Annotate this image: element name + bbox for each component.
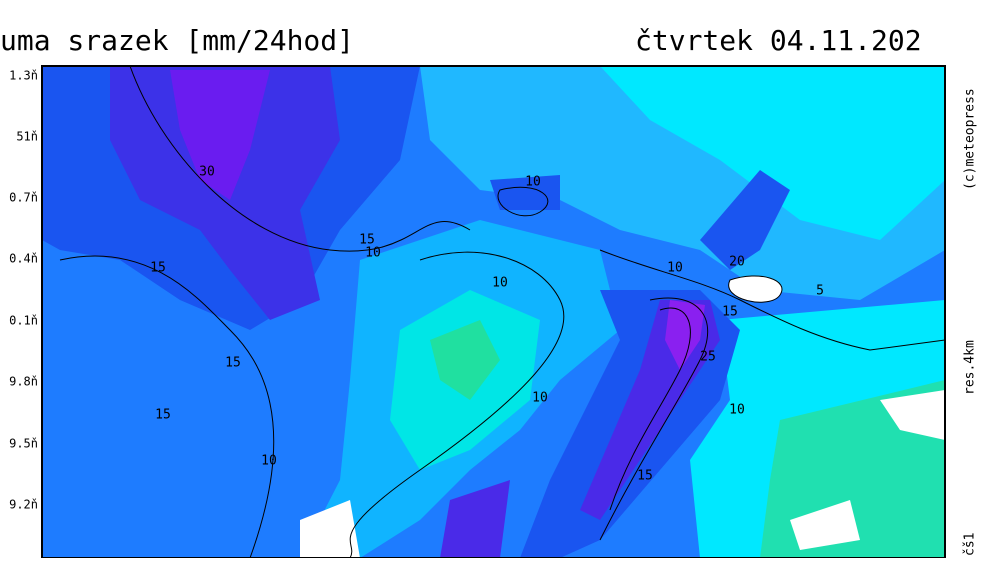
resolution: res.4km — [963, 340, 978, 395]
lat-label: 9.2ň — [9, 498, 38, 512]
contour-label: 15 — [225, 356, 241, 371]
contour-label: 10 — [729, 403, 745, 418]
date: čtvrtek 04.11.202 — [635, 24, 922, 57]
contour-label: 15 — [359, 233, 375, 248]
contour-label: 15 — [637, 469, 653, 484]
contour-label: 10 — [261, 454, 277, 469]
contour-label: 10 — [532, 391, 548, 406]
lat-label: 9.5ň — [9, 437, 38, 451]
contour-label: 20 — [729, 255, 745, 270]
contour-label: 15 — [155, 408, 171, 423]
lat-label: 0.1ň — [9, 314, 38, 328]
precip-field — [42, 66, 945, 558]
contour-label: 10 — [667, 261, 683, 276]
contour-label: 10 — [525, 175, 541, 190]
contour-label: 15 — [722, 305, 738, 320]
lat-label: 1.3ň — [9, 69, 38, 83]
contour-label: 10 — [365, 246, 381, 261]
contour-labels: 30 15 15 10 10 10 10 20 5 15 25 15 15 10… — [150, 165, 824, 484]
contour-label: 25 — [700, 350, 716, 365]
contour-label: 10 — [492, 276, 508, 291]
contour-label: 15 — [150, 261, 166, 276]
lat-label: 9.8ň — [9, 375, 38, 389]
title: uma srazek [mm/24hod] — [0, 24, 354, 57]
lat-label: 0.4ň — [9, 252, 38, 266]
contour-label: 30 — [199, 165, 215, 180]
side-extra: čš1 — [963, 533, 978, 556]
contour-label: 5 — [816, 284, 824, 299]
lat-labels: 1.3ň 51ň 0.7ň 0.4ň 0.1ň 9.8ň 9.5ň 9.2ň — [9, 69, 38, 512]
lat-label: 51ň — [16, 130, 38, 144]
copyright: (c)meteopress — [963, 88, 978, 190]
lat-label: 0.7ň — [9, 191, 38, 205]
